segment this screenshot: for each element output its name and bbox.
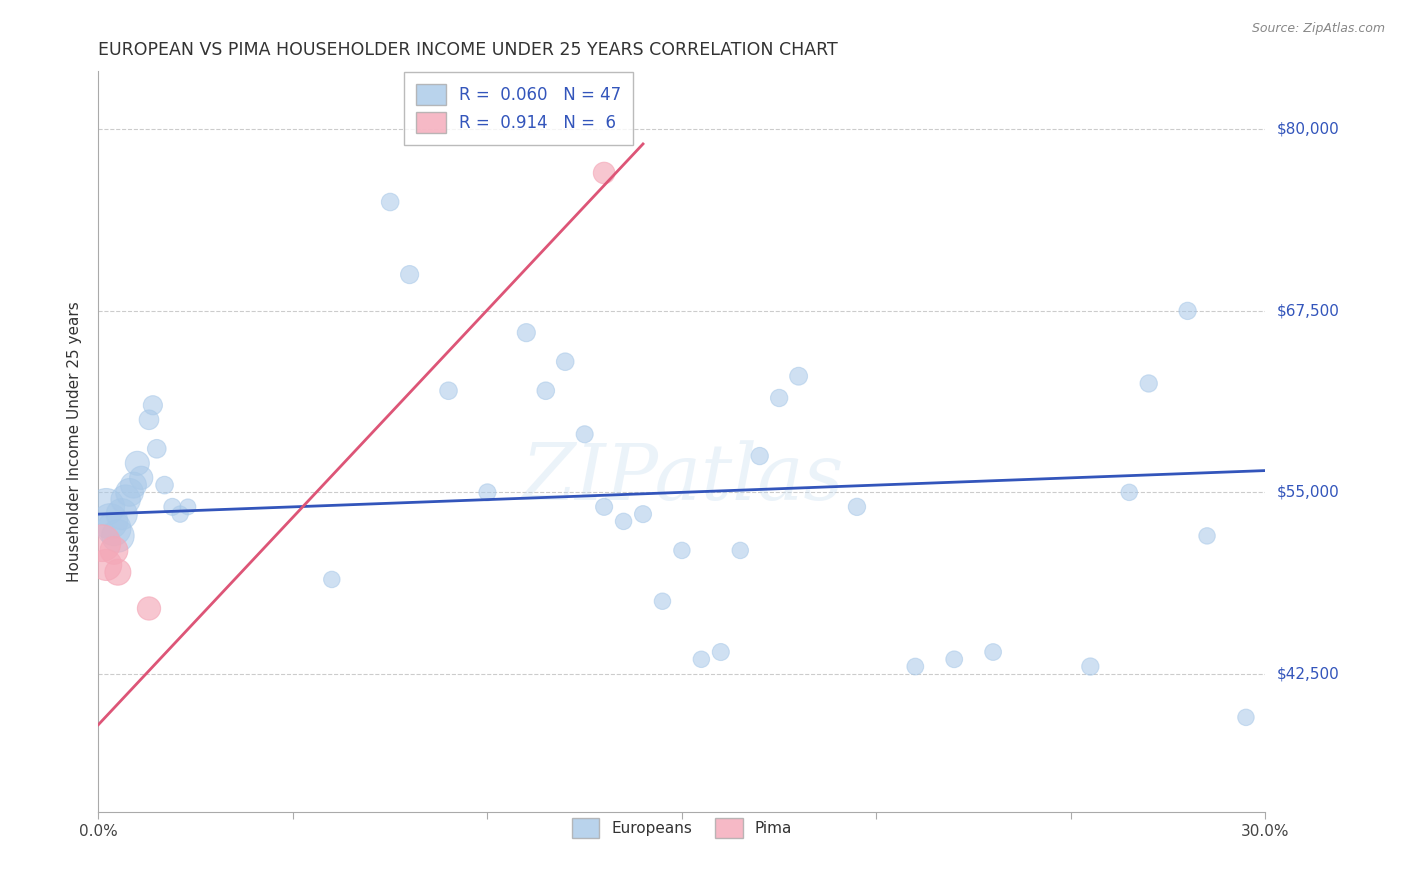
Point <box>177 500 200 514</box>
Point <box>846 500 869 514</box>
Point <box>138 413 160 427</box>
Point <box>1234 710 1257 724</box>
Text: $42,500: $42,500 <box>1277 666 1340 681</box>
Point <box>127 456 149 470</box>
Legend: Europeans, Pima: Europeans, Pima <box>561 807 803 848</box>
Point <box>321 573 343 587</box>
Point <box>169 507 191 521</box>
Text: $67,500: $67,500 <box>1277 303 1340 318</box>
Point <box>107 529 129 543</box>
Point <box>96 558 118 572</box>
Point <box>1137 376 1160 391</box>
Point <box>103 522 125 536</box>
Point <box>380 194 402 209</box>
Point <box>690 652 713 666</box>
Point <box>153 478 176 492</box>
Point <box>730 543 752 558</box>
Point <box>118 485 141 500</box>
Point <box>437 384 460 398</box>
Text: EUROPEAN VS PIMA HOUSEHOLDER INCOME UNDER 25 YEARS CORRELATION CHART: EUROPEAN VS PIMA HOUSEHOLDER INCOME UNDE… <box>98 41 838 59</box>
Point <box>554 354 576 368</box>
Point <box>162 500 184 514</box>
Point <box>1080 659 1102 673</box>
Point <box>111 507 134 521</box>
Point <box>787 369 810 384</box>
Point <box>91 536 114 550</box>
Point <box>574 427 596 442</box>
Point <box>768 391 790 405</box>
Point <box>631 507 654 521</box>
Point <box>103 543 125 558</box>
Point <box>710 645 733 659</box>
Point <box>146 442 169 456</box>
Point <box>477 485 499 500</box>
Point <box>671 543 693 558</box>
Point <box>593 166 616 180</box>
Point <box>114 492 136 507</box>
Point <box>1177 304 1199 318</box>
Point <box>1118 485 1140 500</box>
Text: Source: ZipAtlas.com: Source: ZipAtlas.com <box>1251 22 1385 36</box>
Point <box>107 565 129 579</box>
Text: $80,000: $80,000 <box>1277 122 1340 137</box>
Point <box>398 268 420 282</box>
Point <box>515 326 537 340</box>
Text: $55,000: $55,000 <box>1277 485 1340 500</box>
Point <box>98 515 121 529</box>
Point <box>613 515 636 529</box>
Point <box>748 449 770 463</box>
Point <box>138 601 160 615</box>
Point <box>1195 529 1218 543</box>
Point <box>981 645 1004 659</box>
Point <box>142 398 165 412</box>
Point <box>96 500 118 514</box>
Point <box>534 384 557 398</box>
Point <box>593 500 616 514</box>
Point <box>904 659 927 673</box>
Text: ZIPatlas: ZIPatlas <box>520 441 844 516</box>
Point <box>651 594 673 608</box>
Point <box>943 652 966 666</box>
Point <box>122 478 145 492</box>
Point <box>129 471 152 485</box>
Y-axis label: Householder Income Under 25 years: Householder Income Under 25 years <box>67 301 83 582</box>
